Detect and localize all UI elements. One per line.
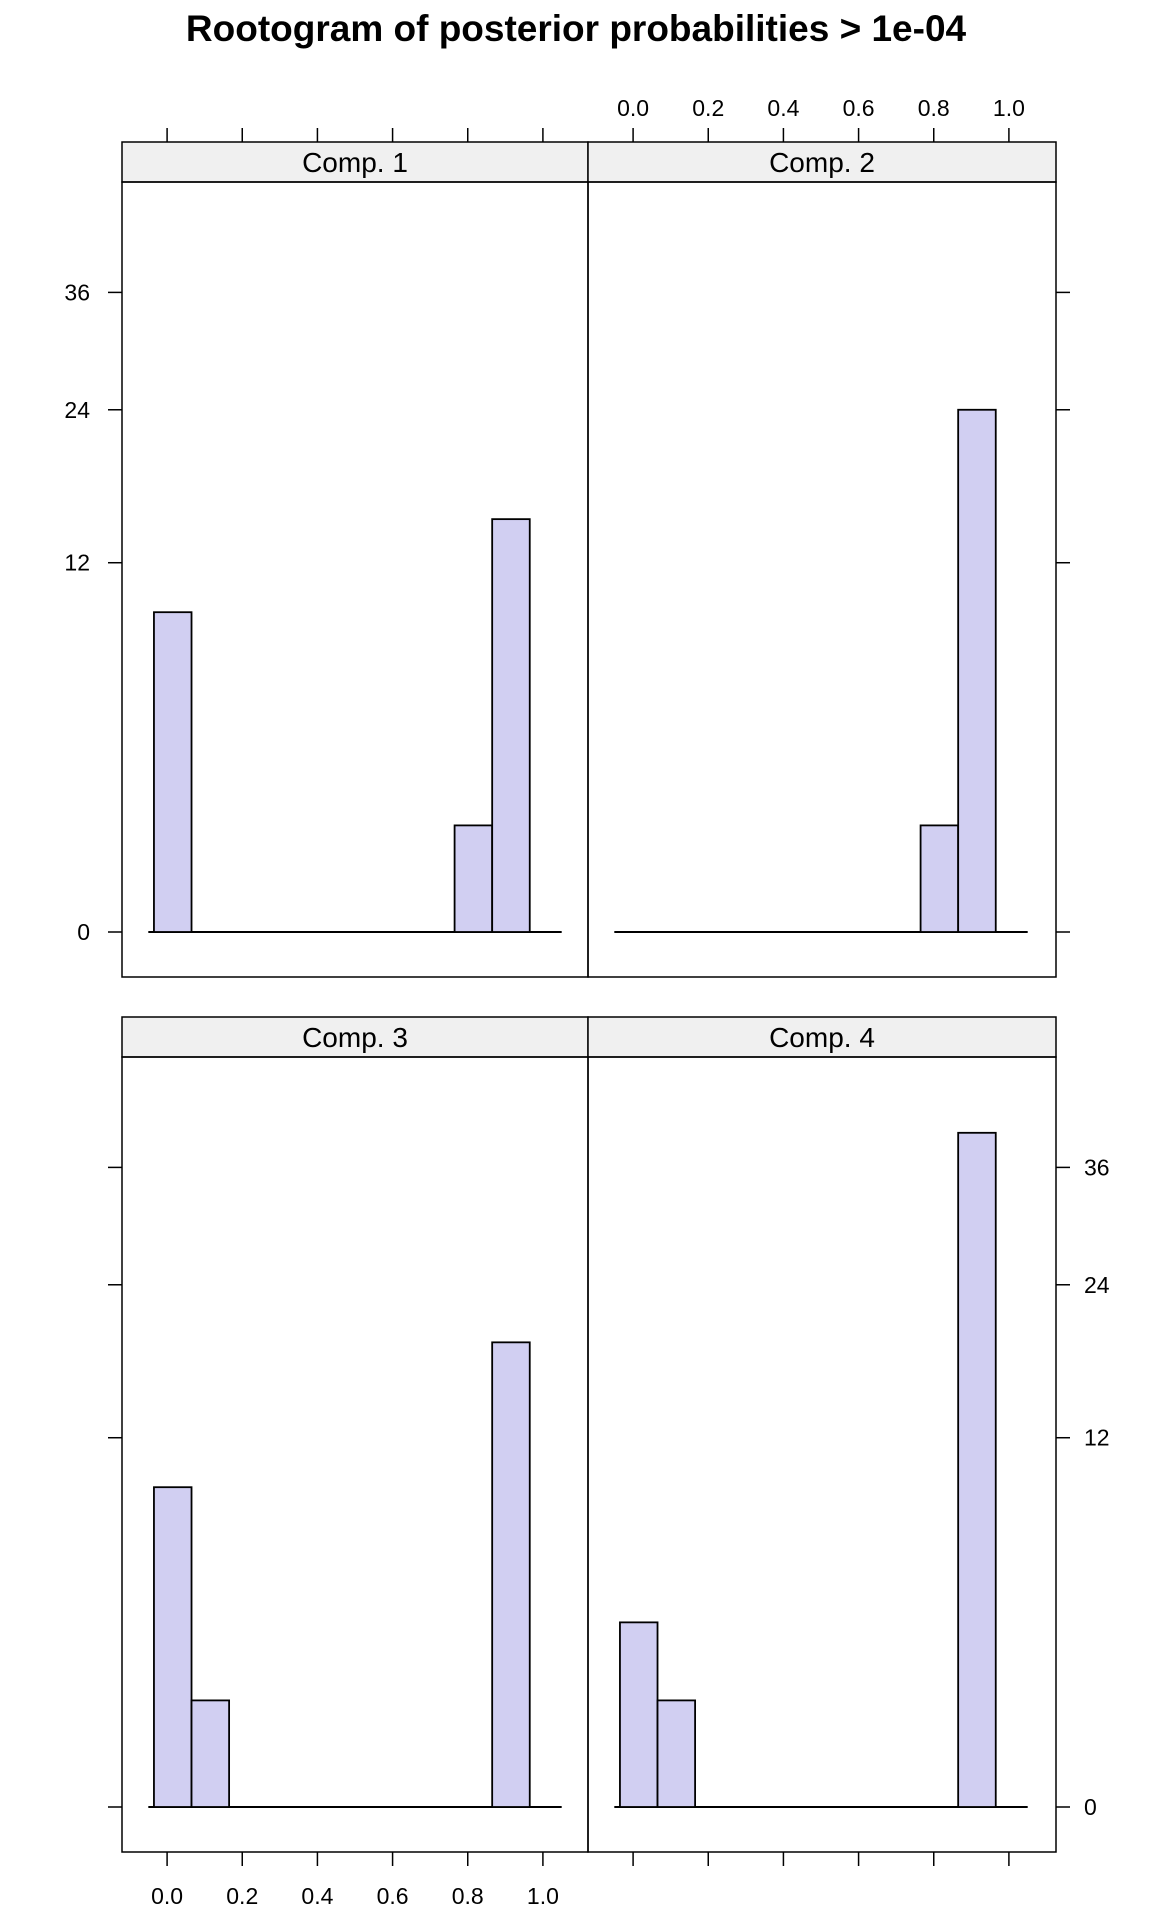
x-tick-label: 0.6 <box>377 1883 409 1909</box>
panel-strip-label: Comp. 2 <box>769 147 875 178</box>
x-tick-label: 1.0 <box>993 95 1025 121</box>
y-tick-label: 0 <box>1084 1794 1097 1820</box>
bar <box>919 824 960 933</box>
x-tick-label: 0.8 <box>918 95 950 121</box>
panel-strip-label: Comp. 1 <box>302 147 408 178</box>
x-tick-label: 1.0 <box>527 1883 559 1909</box>
bar <box>656 1699 697 1808</box>
y-tick-label: 0 <box>77 919 90 945</box>
bar <box>491 518 531 933</box>
bar <box>190 1699 231 1808</box>
x-tick-label: 0.2 <box>226 1883 258 1909</box>
x-tick-label: 0.4 <box>767 95 799 121</box>
y-tick-label: 36 <box>1084 1154 1110 1180</box>
x-tick-label: 0.4 <box>301 1883 333 1909</box>
y-tick-label: 24 <box>64 397 90 423</box>
x-tick-label: 0.2 <box>692 95 724 121</box>
panel-strip <box>587 1016 1057 1058</box>
panel-border <box>587 181 1057 978</box>
x-tick-label: 0.0 <box>617 95 649 121</box>
x-tick-label: 0.0 <box>151 1883 183 1909</box>
y-tick-label: 12 <box>64 550 90 576</box>
x-tick-label: 0.8 <box>452 1883 484 1909</box>
y-tick-label: 24 <box>1084 1272 1110 1298</box>
bar <box>491 1341 531 1808</box>
bar <box>619 1621 659 1808</box>
panel-strip <box>121 1016 589 1058</box>
panel-strip-label: Comp. 3 <box>302 1022 408 1053</box>
bar <box>153 611 193 933</box>
bar <box>453 824 494 933</box>
panel-border <box>587 1056 1057 1853</box>
bar <box>957 1131 997 1808</box>
bar <box>957 408 997 933</box>
y-tick-label: 36 <box>64 279 90 305</box>
chart-title: Rootogram of posterior probabilities > 1… <box>185 8 967 49</box>
bar <box>153 1486 193 1808</box>
panel-strip-label: Comp. 4 <box>769 1022 875 1053</box>
panel-strip <box>121 141 589 183</box>
x-tick-label: 0.6 <box>843 95 875 121</box>
y-tick-label: 12 <box>1084 1425 1110 1451</box>
